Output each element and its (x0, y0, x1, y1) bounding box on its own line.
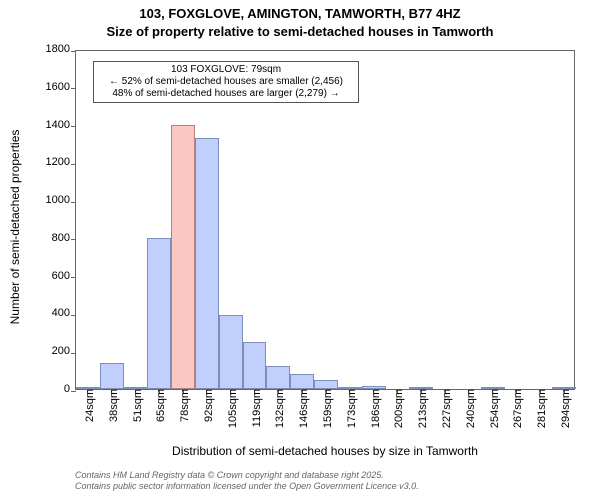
bar (243, 342, 267, 389)
credits-text: Contains HM Land Registry data © Crown c… (75, 470, 419, 493)
x-tick-label: 38sqm (104, 389, 120, 422)
bar (76, 387, 100, 389)
bar (481, 387, 505, 389)
bar (338, 387, 362, 389)
y-tick-label: 1000 (46, 194, 76, 206)
y-tick-label: 200 (52, 345, 76, 357)
annotation-line: ← 52% of semi-detached houses are smalle… (98, 76, 354, 88)
x-tick-label: 51sqm (128, 389, 144, 422)
bar (195, 138, 219, 389)
bar (314, 380, 338, 389)
x-tick-label: 294sqm (556, 389, 572, 428)
y-axis-label: Number of semi-detached properties (8, 57, 22, 397)
x-tick-label: 78sqm (175, 389, 191, 422)
x-tick-label: 132sqm (270, 389, 286, 428)
x-tick-label: 227sqm (437, 389, 453, 428)
x-tick-label: 105sqm (223, 389, 239, 428)
bar (147, 238, 171, 389)
chart-title-main: 103, FOXGLOVE, AMINGTON, TAMWORTH, B77 4… (0, 6, 600, 21)
x-tick-label: 173sqm (342, 389, 358, 428)
y-tick-label: 600 (52, 270, 76, 282)
bar (100, 363, 124, 389)
x-tick-label: 92sqm (199, 389, 215, 422)
highlight-bar (171, 125, 195, 389)
y-tick-label: 1200 (46, 156, 76, 168)
x-tick-label: 267sqm (508, 389, 524, 428)
annotation-line: 48% of semi-detached houses are larger (… (98, 88, 354, 100)
credits-line: Contains HM Land Registry data © Crown c… (75, 470, 419, 481)
bar (290, 374, 314, 389)
annotation-line: 103 FOXGLOVE: 79sqm (98, 64, 354, 76)
bar (552, 387, 576, 389)
x-tick-label: 65sqm (151, 389, 167, 422)
y-tick-label: 1600 (46, 81, 76, 93)
y-tick-label: 800 (52, 232, 76, 244)
x-tick-label: 254sqm (485, 389, 501, 428)
y-tick-label: 1800 (46, 43, 76, 55)
y-tick-label: 1400 (46, 119, 76, 131)
bar (219, 315, 243, 389)
x-tick-label: 281sqm (532, 389, 548, 428)
x-tick-label: 24sqm (80, 389, 96, 422)
bar (362, 386, 386, 389)
x-tick-label: 200sqm (389, 389, 405, 428)
x-tick-label: 119sqm (247, 389, 263, 427)
x-axis-label: Distribution of semi-detached houses by … (75, 444, 575, 458)
bar (124, 387, 148, 389)
bar (266, 366, 290, 389)
y-tick-label: 400 (52, 307, 76, 319)
x-tick-label: 159sqm (318, 389, 334, 428)
credits-line: Contains public sector information licen… (75, 481, 419, 492)
bar (409, 387, 433, 389)
x-tick-label: 213sqm (413, 389, 429, 428)
x-tick-label: 240sqm (461, 389, 477, 428)
annotation-box: 103 FOXGLOVE: 79sqm← 52% of semi-detache… (93, 61, 359, 103)
x-tick-label: 146sqm (294, 389, 310, 428)
x-tick-label: 186sqm (366, 389, 382, 428)
y-tick-label: 0 (64, 383, 76, 395)
chart-title-sub: Size of property relative to semi-detach… (0, 24, 600, 39)
